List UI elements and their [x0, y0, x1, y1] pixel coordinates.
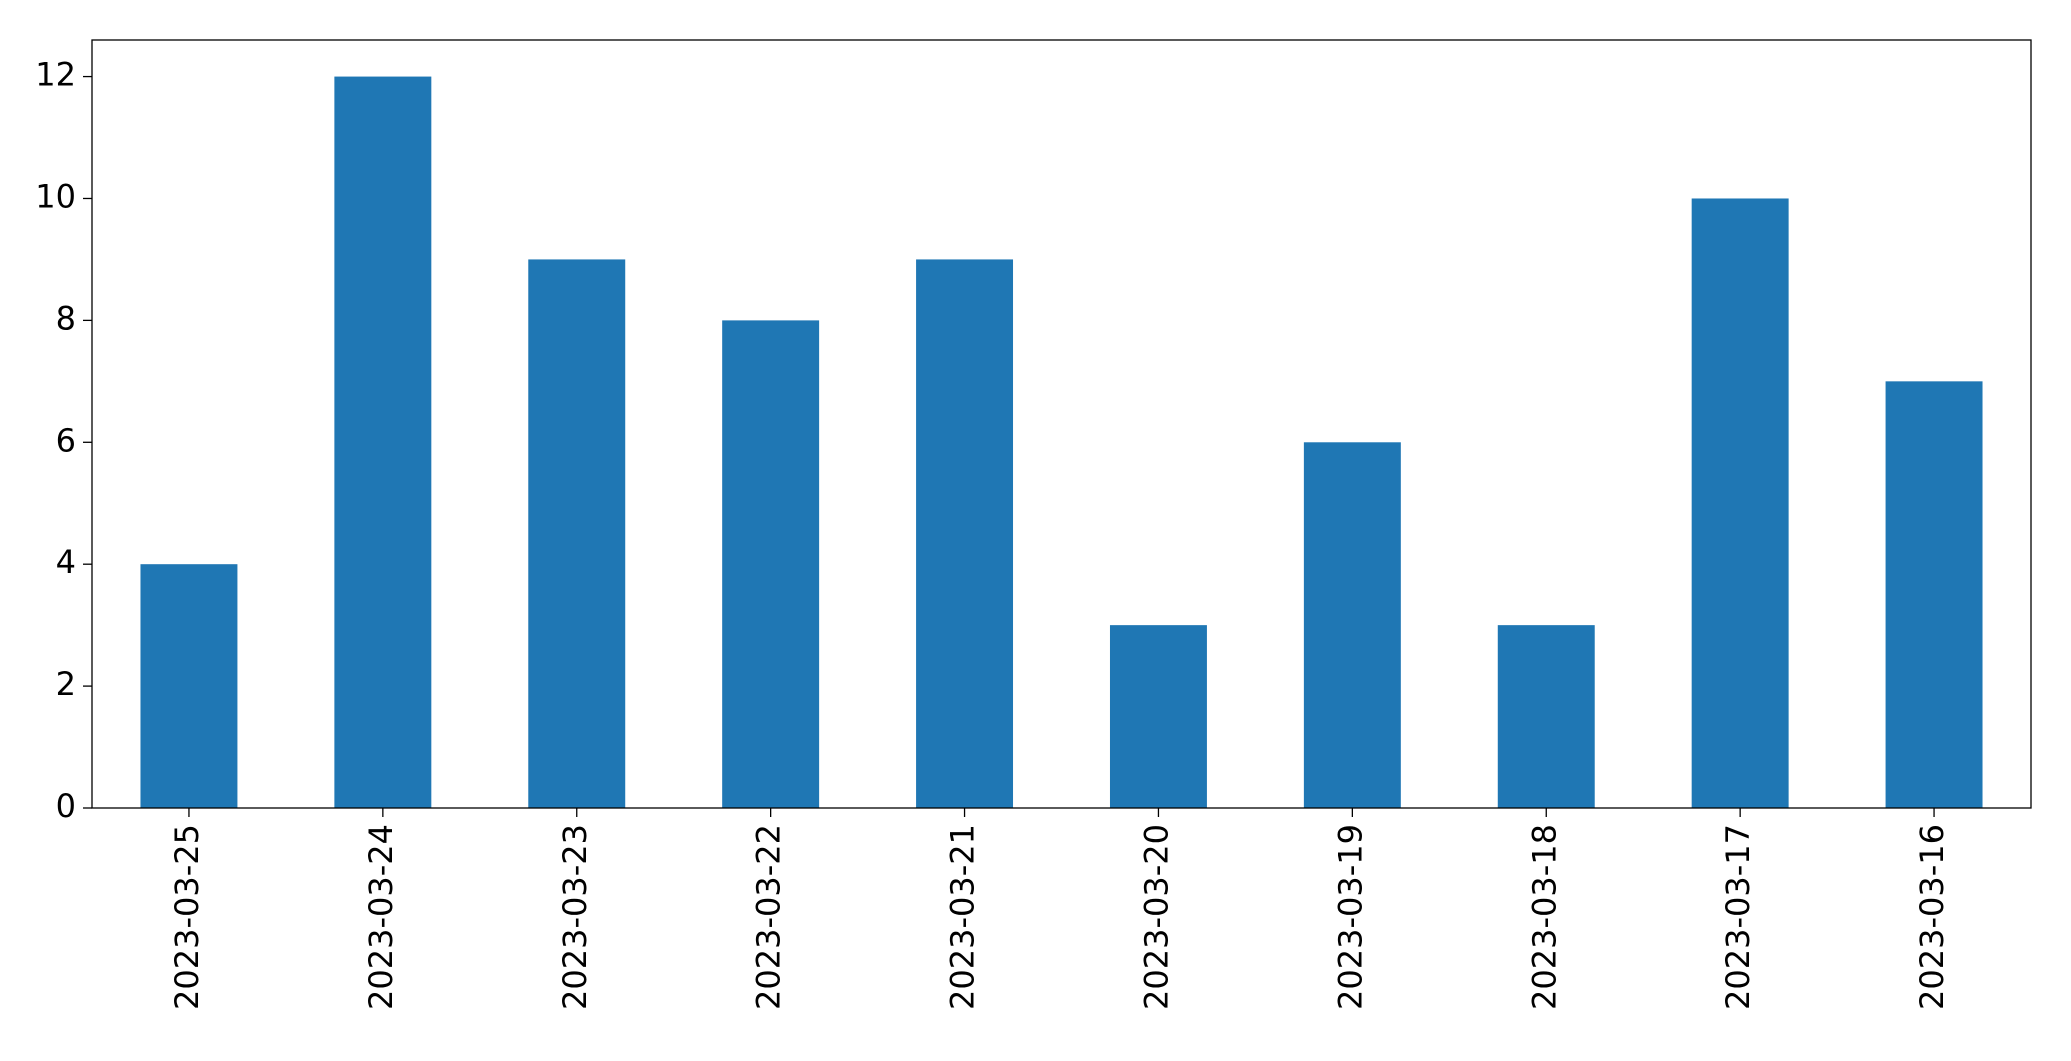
bar [1497, 625, 1595, 808]
plot-frame [91, 39, 2032, 809]
bar [916, 259, 1014, 808]
x-tick-label: 2023-03-18 [1525, 824, 1563, 1010]
y-tick-label: 0 [56, 787, 76, 825]
x-tick-label: 2023-03-17 [1719, 824, 1757, 1010]
bar [1691, 198, 1789, 808]
bar [722, 320, 820, 808]
x-tick-label: 2023-03-19 [1331, 824, 1369, 1010]
bar [334, 76, 432, 809]
bar [1303, 442, 1401, 808]
y-tick-label: 12 [35, 56, 76, 94]
y-tick-label: 4 [56, 543, 76, 581]
x-tick-label: 2023-03-20 [1137, 824, 1175, 1010]
x-tick-label: 2023-03-16 [1913, 824, 1951, 1010]
bar [1109, 625, 1207, 808]
y-tick-label: 8 [56, 299, 76, 337]
x-tick-label: 2023-03-21 [944, 824, 982, 1010]
y-tick-label: 2 [56, 665, 76, 703]
bar [140, 564, 238, 808]
x-tick-label: 2023-03-23 [556, 824, 594, 1010]
bar [528, 259, 626, 808]
x-tick-label: 2023-03-22 [750, 824, 788, 1010]
x-tick-label: 2023-03-25 [168, 824, 206, 1010]
y-tick-label: 6 [56, 421, 76, 459]
bar [1885, 381, 1983, 808]
y-tick-label: 10 [35, 177, 76, 215]
x-tick-label: 2023-03-24 [362, 824, 400, 1010]
